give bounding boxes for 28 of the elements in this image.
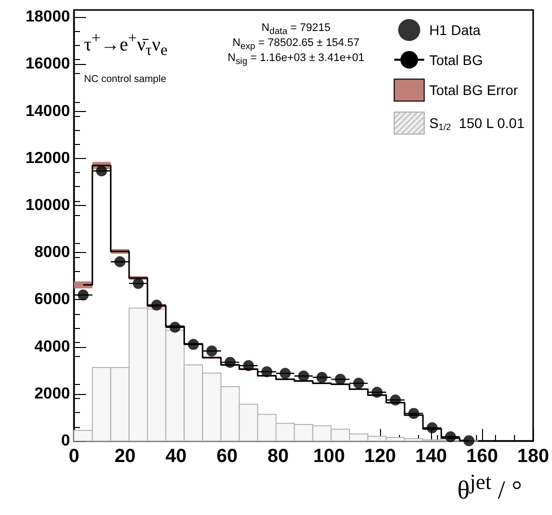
annotation: τ$^{+}$→e$^{+}$ν̄$_{τ}$ν$_{e}$ [84, 30, 168, 60]
y-tick-label: 8000 [34, 244, 70, 262]
x-tick-label: 100 [313, 446, 345, 467]
y-tick-label: 2000 [34, 385, 70, 402]
y-tick-label: 0 [61, 432, 70, 450]
x-tick-label: 180 [517, 446, 549, 467]
x-tick-label: 20 [114, 446, 136, 467]
annotation: NC control sample [84, 74, 166, 85]
x-tick-label: 120 [364, 446, 396, 467]
y-tick-label: 16000 [26, 56, 70, 73]
y-tick-label: 6000 [34, 291, 70, 308]
y-tick-label: 10000 [26, 196, 70, 214]
annotation: N$_{sig}$ = 1.16e+03 ± 3.41e+01 [228, 52, 364, 66]
x-tick-label: 40 [165, 446, 187, 467]
legend-label: H1 Data [429, 22, 481, 38]
legend-label: Total BG Error [429, 82, 518, 98]
x-tick-label: 140 [415, 446, 447, 467]
annotation: N$_{exp}$ = 78502.65 ± 154.57 [232, 37, 360, 52]
x-tick-label: 80 [267, 446, 289, 467]
y-tick-label: 18000 [26, 8, 70, 26]
legend-label: Total BG [429, 52, 483, 68]
y-tick-label: 14000 [26, 102, 70, 120]
annotation: N$_{data}$ = 79215 [262, 22, 330, 36]
y-tick-label: 4000 [34, 338, 70, 356]
x-axis-title: θ$^{jet}$ / ° [457, 470, 522, 506]
x-tick-label: 60 [216, 446, 238, 467]
x-tick-label: 160 [466, 446, 498, 467]
y-tick-label: 12000 [26, 150, 70, 167]
